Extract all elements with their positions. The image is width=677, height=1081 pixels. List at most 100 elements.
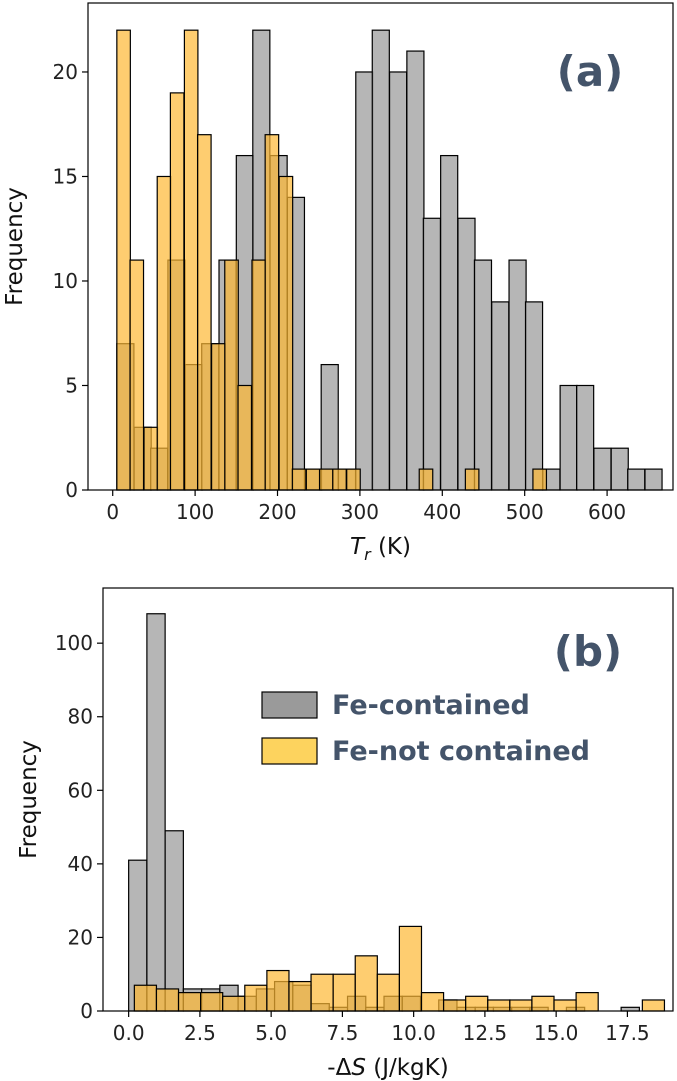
panel-b-series-2-bar-3 [177, 992, 202, 1012]
panel-a-series-2-bar-17 [332, 468, 347, 491]
panel-a-series-2-bar-2 [129, 259, 145, 491]
panel-a-x-tick-label-1: 0 [106, 500, 119, 524]
panel-b-series-2-bar-20 [553, 999, 577, 1012]
panel-b-x-axis-title: -ΔS (J/kgK) [327, 1055, 448, 1081]
panel-b-x-tick-label-5: 10.0 [391, 1021, 436, 1045]
panel-a-series-1-bar-19 [422, 217, 442, 491]
panel-a-x-tick-label-5: 400 [423, 500, 461, 524]
panel-b-legend-swatch-1 [261, 691, 318, 719]
panel-a-x-tick-label-6: 500 [506, 500, 544, 524]
panel-a-series-2-bar-4 [156, 175, 172, 491]
panel-b-legend-swatch-2 [261, 737, 318, 765]
panel-a-series-2-bar-12 [264, 134, 280, 491]
panel-b-series-2-bar-1 [133, 984, 158, 1012]
panel-b-series-2-bar-2 [155, 988, 180, 1012]
panel-b-series-2-bar-6 [244, 984, 268, 1012]
panel-a-plot-frame [87, 2, 674, 491]
panel-b-legend: Fe-contained Fe-not contained [261, 690, 590, 767]
panel-a-series-2-bar-13 [278, 175, 294, 491]
panel-a-x-axis-title: Tr (K) [350, 534, 411, 564]
panel-a-series-2-bar-6 [183, 29, 199, 491]
panel-a-series-1-bar-20 [440, 154, 459, 491]
panel-b-series-2-bar-8 [288, 980, 312, 1012]
panel-b-y-tick-label-5: 80 [68, 705, 93, 729]
panel-b-y-tick-label-1: 0 [80, 999, 93, 1023]
panel-a-series-2-bar-5 [169, 92, 185, 491]
panel-b-x-axis-title-symbol: S [351, 1055, 366, 1081]
panel-b-legend-label-1: Fe-contained [332, 690, 530, 721]
panel-b-y-tick-label-2: 20 [68, 925, 93, 949]
panel-a-series-1-bar-15 [355, 71, 374, 491]
panel-a-series-2-bar-1 [116, 29, 131, 491]
panel-a-y-tick-label-3: 10 [53, 269, 78, 293]
panel-b-x-tick-label-7: 15.0 [534, 1021, 579, 1045]
panel-a-series-2-bar-20 [464, 468, 480, 491]
panel-a-x-tick-label-7: 600 [588, 500, 626, 524]
panel-a-y-axis-title: Frequency [2, 187, 28, 306]
panel-b-series-2-bar-17 [487, 999, 511, 1012]
panel-b-x-tick-label-6: 12.5 [463, 1021, 508, 1045]
panel-a-series-2-bar-11 [251, 259, 267, 491]
panel-a-x-tick-label-2: 100 [176, 500, 214, 524]
panel-b-series-1-bar-3 [164, 830, 184, 1012]
panel-a-y-tick-label-4: 15 [53, 164, 78, 188]
panel-b-series-2-bar-21 [575, 992, 599, 1012]
panel-b-series-2-bar-18 [509, 999, 533, 1012]
panel-a-series-2-bar-19 [418, 468, 434, 491]
panel-b-label: (b) [554, 627, 622, 676]
panel-a-series-1-bar-29 [593, 447, 612, 491]
panel-a-series-1-bar-24 [508, 259, 527, 491]
panel-a-series-2-bar-15 [305, 468, 321, 491]
panel-a-series-2-bar-14 [291, 468, 307, 491]
panel-b-y-axis-title: Frequency [16, 740, 42, 859]
panel-b-series-2-bar-19 [531, 995, 555, 1012]
panel-b-series-2-bar-14 [420, 992, 445, 1012]
panel-a-series-2-bar-10 [237, 384, 253, 491]
panel-b-y-tick-label-3: 40 [68, 852, 93, 876]
panel-a-y-tick-label-5: 20 [53, 60, 78, 84]
panel-a-x-axis-title-unit: (K) [371, 534, 411, 560]
panel-a-series-1-bar-17 [388, 71, 408, 491]
panel-b-series-2-bar-4 [200, 992, 224, 1012]
panel-a-series-2-bar-7 [196, 134, 212, 491]
panel-a-series-1-bar-16 [371, 29, 390, 491]
panel-b-series-2-bar-24 [641, 999, 666, 1012]
panel-b-series-2-bar-7 [266, 969, 290, 1012]
panel-b-x-tick-label-3: 5.0 [255, 1021, 287, 1045]
panel-a-series-2-bar-8 [210, 343, 226, 491]
panel-a-series-1-bar-18 [406, 50, 425, 491]
panel-b-y-tick-label-4: 60 [68, 778, 93, 802]
panel-a-series-1-bar-31 [627, 468, 646, 491]
panel-a-x-tick-label-4: 300 [341, 500, 379, 524]
panel-a-series-1-bar-21 [457, 217, 476, 491]
panel-a-series-2-bar-18 [346, 468, 361, 491]
panel-a-y-tick-label-2: 5 [65, 373, 78, 397]
panel-a-series-2-bar-21 [532, 468, 548, 491]
panel-a-y-tick-label-1: 0 [65, 478, 78, 502]
panel-a-series-1-bar-30 [610, 447, 629, 491]
panel-b-series-2-bar-11 [354, 955, 378, 1012]
panel-b-x-axis-title-unit: (J/kgK) [366, 1055, 449, 1081]
panel-a-series-2-bar-3 [143, 426, 159, 491]
panel-a-series-1-bar-23 [491, 301, 510, 491]
panel-b-x-tick-label-1: 0.0 [113, 1021, 145, 1045]
panel-b-series-2-bar-15 [442, 999, 467, 1012]
panel-b-x-axis-title-prefix: -Δ [327, 1055, 351, 1081]
panel-b-series-2 [133, 925, 666, 1012]
panel-a-series-1-bar-22 [473, 259, 493, 491]
panel-a-series-1-bar-32 [644, 468, 663, 491]
panel-b-series-2-bar-10 [332, 973, 356, 1012]
panel-a-x-tick-label-3: 200 [258, 500, 296, 524]
panel-b-series-2-bar-13 [398, 925, 423, 1012]
panel-a-series-1-bar-27 [559, 384, 578, 491]
panel-a: 0 100 200 300 400 500 600 0 5 10 15 20 Frequency Tr (… [2, 2, 674, 564]
panel-b-series-2-bar-12 [376, 973, 400, 1012]
panel-b-series-2-bar-9 [310, 973, 334, 1012]
panel-a-label: (a) [557, 47, 624, 96]
panel-b-plot-frame [102, 587, 674, 1012]
panel-a-series-2-bar-9 [224, 259, 239, 491]
panel-b-series-2-bar-16 [465, 995, 489, 1012]
panel-b: 0.0 2.5 5.0 7.5 10.0 12.5 15.0 17.5 0 20 40 60 80 100… [16, 587, 674, 1081]
panel-b-x-tick-label-4: 7.5 [326, 1021, 358, 1045]
